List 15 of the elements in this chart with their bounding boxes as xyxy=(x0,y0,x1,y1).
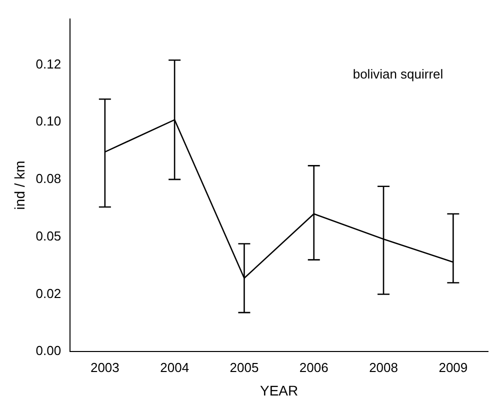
x-axis-title: YEAR xyxy=(260,382,298,398)
x-tick-label: 2008 xyxy=(369,360,398,375)
y-tick-label: 0.10 xyxy=(36,114,62,129)
y-tick-label: 0.02 xyxy=(36,286,62,301)
x-tick-label: 2004 xyxy=(160,360,190,375)
x-tick-label: 2005 xyxy=(230,360,259,375)
y-axis-title: ind / km xyxy=(11,160,28,210)
y-tick-label: 0.00 xyxy=(36,343,62,358)
annotation: bolivian squirrel xyxy=(352,66,444,82)
x-tick-label: 2006 xyxy=(299,360,328,375)
y-tick-label: 0.08 xyxy=(36,171,62,186)
y-tick-label: 0.12 xyxy=(36,56,62,72)
x-tick-label: 2009 xyxy=(438,360,468,375)
y-tick-label: 0.05 xyxy=(36,228,62,244)
x-tick-label: 2003 xyxy=(90,360,120,375)
